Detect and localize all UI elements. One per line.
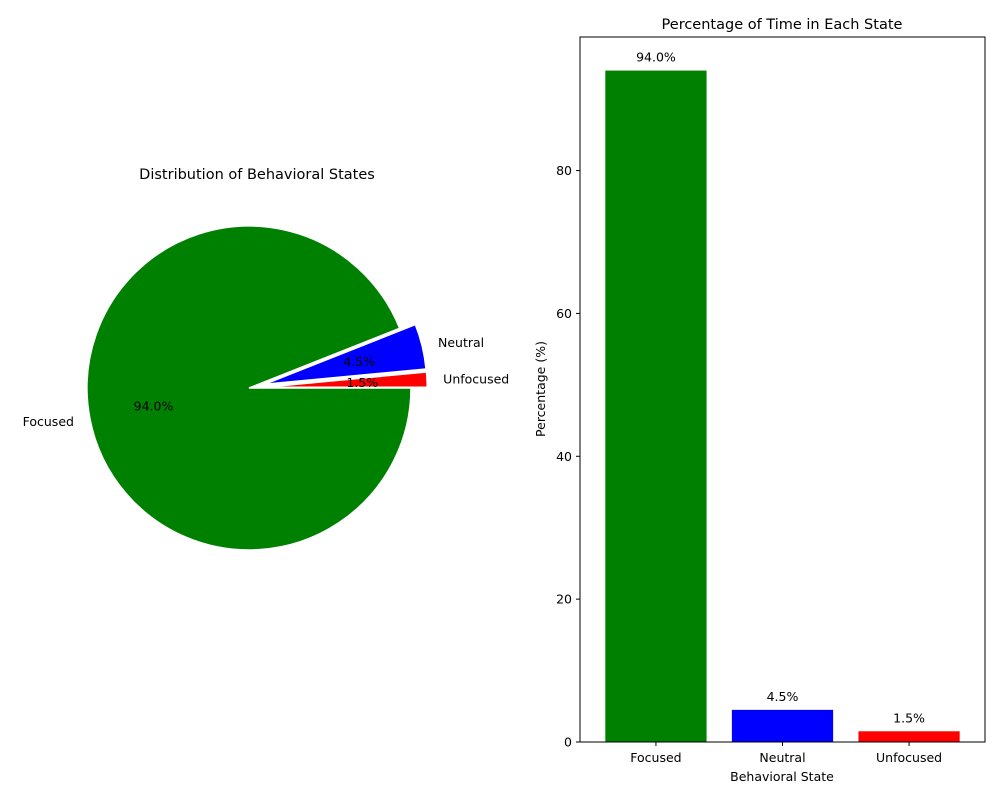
bar-value-label-focused: 94.0% xyxy=(636,50,676,65)
pie-label-neutral: Neutral xyxy=(438,335,484,350)
bar-value-label-unfocused: 1.5% xyxy=(893,710,925,725)
pie-slice-unfocused xyxy=(265,371,428,388)
x-axis-label: Behavioral State xyxy=(730,769,834,784)
y-tick-label: 80 xyxy=(556,163,572,178)
pie-pct-focused: 94.0% xyxy=(134,399,174,414)
bar-chart: Percentage of Time in Each State 94.0% 4.… xyxy=(533,17,986,784)
pie-slices xyxy=(86,225,428,551)
y-tick-label: 0 xyxy=(564,735,572,750)
pie-labels: Focused 94.0% Neutral 4.5% Unfocused 1.5% xyxy=(23,335,510,429)
y-tick-label: 20 xyxy=(556,592,572,607)
y-tick-label: 60 xyxy=(556,306,572,321)
pie-slice-focused xyxy=(86,225,412,551)
y-axis: 0 20 40 60 80 xyxy=(556,163,580,750)
bar-neutral xyxy=(731,709,834,742)
x-tick-label-unfocused: Unfocused xyxy=(876,750,942,765)
y-axis-label: Percentage (%) xyxy=(533,341,548,437)
plot-frame xyxy=(579,36,986,743)
bar-unfocused xyxy=(858,731,960,742)
pie-chart: Distribution of Behavioral States Focuse… xyxy=(23,167,510,551)
bar-value-label-neutral: 4.5% xyxy=(767,689,799,704)
bar-focused xyxy=(605,70,707,743)
y-tick-label: 40 xyxy=(556,449,572,464)
bar-value-labels: 94.0% 4.5% 1.5% xyxy=(636,50,925,726)
bar-bars xyxy=(605,70,960,743)
x-axis: Focused Neutral Unfocused xyxy=(630,742,942,765)
pie-label-focused: Focused xyxy=(23,414,74,429)
bar-title: Percentage of Time in Each State xyxy=(662,17,903,33)
pie-label-unfocused: Unfocused xyxy=(443,371,509,386)
pie-pct-neutral: 4.5% xyxy=(343,354,375,369)
pie-slice-neutral xyxy=(264,323,427,385)
pie-title: Distribution of Behavioral States xyxy=(139,167,375,183)
x-tick-label-focused: Focused xyxy=(630,750,681,765)
x-tick-label-neutral: Neutral xyxy=(759,750,805,765)
pie-pct-unfocused: 1.5% xyxy=(346,375,378,390)
